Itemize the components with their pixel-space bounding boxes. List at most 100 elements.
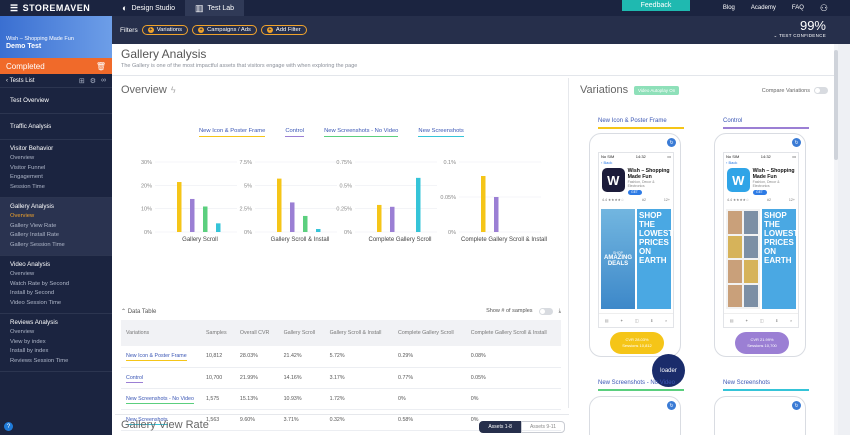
get-button[interactable]: GET — [627, 190, 642, 195]
table-cell-variation[interactable]: New Screenshots - No Video — [121, 388, 201, 410]
bar[interactable] — [290, 202, 295, 232]
gear-icon[interactable]: ⚙ — [89, 77, 96, 85]
tests-list-link[interactable]: ‹ Tests List — [6, 77, 35, 84]
back-link[interactable]: ‹ Back — [726, 160, 738, 165]
bar[interactable] — [216, 223, 221, 232]
phone-preview-new-screenshots[interactable]: ↻ — [714, 396, 806, 435]
bar[interactable] — [481, 176, 486, 232]
sidebar-item[interactable]: Video Session Time — [10, 299, 62, 306]
bar[interactable] — [277, 178, 282, 232]
sidebar-item[interactable]: Session Time — [10, 183, 45, 190]
bar[interactable] — [316, 229, 321, 232]
screenshot-gallery[interactable]: SHOP AMAZING DEALS SHOP THE LOWEST PRICES… — [601, 209, 673, 309]
sidebar-item-traffic-analysis[interactable]: Traffic Analysis — [0, 114, 112, 140]
get-button[interactable]: GET — [752, 190, 767, 195]
screenshot-gallery[interactable]: SHOP THE LOWEST PRICES ON EARTH — [726, 209, 798, 309]
variation-label[interactable]: Control — [723, 118, 743, 124]
refresh-icon[interactable]: ↻ — [792, 138, 801, 147]
bar[interactable] — [377, 204, 382, 232]
sidebar-item[interactable]: Engagement — [10, 174, 43, 180]
bar[interactable] — [416, 177, 421, 232]
sidebar-item[interactable]: Reviews Session Time — [10, 357, 69, 364]
sidebar-section-head[interactable]: Gallery Analysis — [10, 203, 55, 210]
legend-control[interactable]: Control — [285, 128, 305, 137]
table-cell: 0.77% — [393, 367, 466, 389]
filter-chip-variations[interactable]: + Variations — [141, 25, 189, 35]
compare-variations-toggle[interactable] — [814, 87, 828, 94]
legend-new-screenshots[interactable]: New Screenshots — [418, 128, 464, 137]
variation-label[interactable]: New Icon & Poster Frame — [598, 118, 667, 124]
app-store-screen: No SIM 14:32 ▭ ‹ Back W Wish – Shopping Ma… — [723, 152, 799, 328]
sidebar-item[interactable]: Overview — [10, 329, 35, 335]
academy-link[interactable]: Academy — [750, 5, 776, 11]
logo[interactable]: ☰ STOREMAVEN — [0, 3, 112, 14]
trash-icon[interactable]: 🗑 — [95, 61, 106, 71]
bar[interactable] — [190, 198, 195, 232]
variation-label[interactable]: New Screenshots - No Video — [598, 380, 675, 386]
show-samples-toggle[interactable] — [538, 307, 553, 315]
nav-design-studio[interactable]: ◐ Design Studio — [112, 0, 185, 16]
sidebar-section-head[interactable]: Visitor Behavior — [10, 145, 54, 152]
user-icon[interactable]: ⚇ — [819, 2, 828, 13]
scrollbar-thumb[interactable] — [834, 50, 838, 160]
wish-app-icon: W — [727, 168, 750, 192]
sidebar-section-head[interactable]: Reviews Analysis — [10, 319, 58, 326]
feedback-button[interactable]: Feedback — [622, 0, 690, 11]
phone-preview-poster[interactable]: ↻ No SIM 14:32 ▭ ‹ Back W Wish – Shopping … — [589, 133, 681, 357]
sidebar-item[interactable]: Gallery View Rate — [10, 222, 57, 229]
download-icon[interactable]: ⤓ — [558, 307, 561, 314]
bar[interactable] — [203, 206, 208, 232]
segment-assets-1-8[interactable]: Assets 1-8 — [479, 421, 521, 433]
add-filter-button[interactable]: + Add Filter — [260, 25, 307, 35]
legend-no-video[interactable]: New Screenshots - No Video — [324, 128, 399, 137]
bar[interactable] — [177, 182, 182, 232]
tests-list-bar: ‹ Tests List ⊞ ⚙ ∞ — [0, 74, 112, 88]
scrollbar[interactable] — [834, 44, 838, 435]
variation-underline — [723, 389, 809, 391]
assets-segmented-control: Assets 1-8 Assets 9-11 — [479, 421, 565, 433]
table-row: New Icon & Poster Frame 10,812 28.03% 21… — [121, 346, 561, 368]
phone-preview-no-video[interactable]: ↻ — [589, 396, 681, 435]
link-icon[interactable]: ∞ — [101, 76, 106, 84]
table-cell-variation[interactable]: New Icon & Poster Frame — [121, 346, 201, 368]
table-cell-variation[interactable]: Control — [121, 367, 201, 389]
blog-link[interactable]: Blog — [722, 5, 735, 11]
sidebar-item[interactable]: Overview — [10, 155, 35, 161]
bar[interactable] — [390, 206, 395, 232]
help-icon[interactable]: ? — [4, 422, 13, 431]
faq-link[interactable]: FAQ — [791, 5, 804, 11]
filter-chip-campaigns[interactable]: + Campaigns / Ads — [192, 25, 257, 35]
sidebar-item[interactable]: Overview — [10, 271, 35, 277]
sidebar-item[interactable]: Gallery Install Rate — [10, 232, 59, 238]
sidebar-section-head[interactable]: Video Analysis — [10, 261, 51, 268]
sidebar-item[interactable]: Gallery Session Time — [10, 241, 65, 248]
segment-assets-9-11[interactable]: Assets 9-11 — [520, 421, 565, 433]
sidebar-item-test-overview[interactable]: Test Overview — [0, 88, 112, 114]
sidebar-item[interactable]: View by index — [10, 338, 46, 345]
data-table-toggle[interactable]: ⌃ Data Table — [121, 308, 157, 315]
sidebar-item[interactable]: Visitor Funnel — [10, 164, 46, 171]
bar[interactable] — [494, 197, 499, 232]
nav-test-lab[interactable]: ▥ Test Lab — [185, 0, 245, 16]
variation-underline — [598, 127, 684, 129]
sidebar-item[interactable]: Install by index — [10, 348, 49, 354]
sidebar-item[interactable]: Watch Rate by Second — [10, 280, 70, 287]
wish-app-icon: W — [602, 168, 625, 192]
hierarchy-icon[interactable]: ⊞ — [78, 77, 85, 85]
bolt-icon: ϟ — [170, 85, 176, 95]
sidebar-item-active[interactable]: Overview — [10, 213, 35, 219]
sidebar-item[interactable]: Install by Second — [10, 290, 55, 296]
refresh-icon[interactable]: ↻ — [667, 138, 676, 147]
legend-poster[interactable]: New Icon & Poster Frame — [199, 128, 266, 137]
sidebar-section-visitor-behavior: Visitor Behavior Overview Visitor Funnel… — [0, 140, 112, 198]
variation-label[interactable]: New Screenshots — [723, 380, 771, 386]
app-subtitle: Fashion, Decor & Electronics — [627, 180, 655, 188]
y-tick-label: 0% — [344, 230, 352, 236]
table-cell: 10,700 — [201, 367, 235, 389]
phone-preview-control[interactable]: ↻ No SIM 14:32 ▭ ‹ Back W Wish – Shopping … — [714, 133, 806, 357]
refresh-icon[interactable]: ↻ — [667, 401, 676, 410]
back-link[interactable]: ‹ Back — [601, 160, 613, 165]
refresh-icon[interactable]: ↻ — [792, 401, 801, 410]
overview-title-text: Overview — [121, 84, 167, 96]
bar[interactable] — [303, 215, 308, 232]
